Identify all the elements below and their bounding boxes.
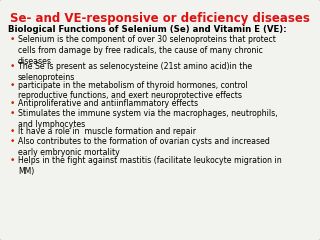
Text: Antiproliferative and antiinflammatory effects: Antiproliferative and antiinflammatory e…: [18, 99, 198, 108]
Text: Helps in the fight against mastitis (facilitate leukocyte migration in
MM): Helps in the fight against mastitis (fac…: [18, 156, 282, 176]
Text: Stimulates the immune system via the macrophages, neutrophils,
and lymphocytes: Stimulates the immune system via the mac…: [18, 109, 278, 129]
Text: Also contributes to the formation of ovarian cysts and increased
early embryonic: Also contributes to the formation of ova…: [18, 138, 270, 157]
Text: •: •: [10, 156, 15, 165]
Text: •: •: [10, 80, 15, 90]
Text: •: •: [10, 99, 15, 108]
Text: Biological Functions of Selenium (Se) and Vitamin E (VE):: Biological Functions of Selenium (Se) an…: [8, 25, 287, 34]
Text: •: •: [10, 62, 15, 71]
Text: •: •: [10, 35, 15, 44]
Text: •: •: [10, 138, 15, 146]
Text: Se- and VE-responsive or deficiency diseases: Se- and VE-responsive or deficiency dise…: [10, 12, 310, 25]
Text: participate in the metabolism of thyroid hormones, control
reproductive function: participate in the metabolism of thyroid…: [18, 80, 248, 100]
Text: •: •: [10, 109, 15, 118]
Text: It have a role in  muscle formation and repair: It have a role in muscle formation and r…: [18, 127, 196, 137]
Text: The Se is present as selenocysteine (21st amino acid)in the
selenoproteins: The Se is present as selenocysteine (21s…: [18, 62, 252, 82]
Text: •: •: [10, 127, 15, 137]
Text: Selenium is the component of over 30 selenoproteins that protect
cells from dama: Selenium is the component of over 30 sel…: [18, 35, 276, 66]
